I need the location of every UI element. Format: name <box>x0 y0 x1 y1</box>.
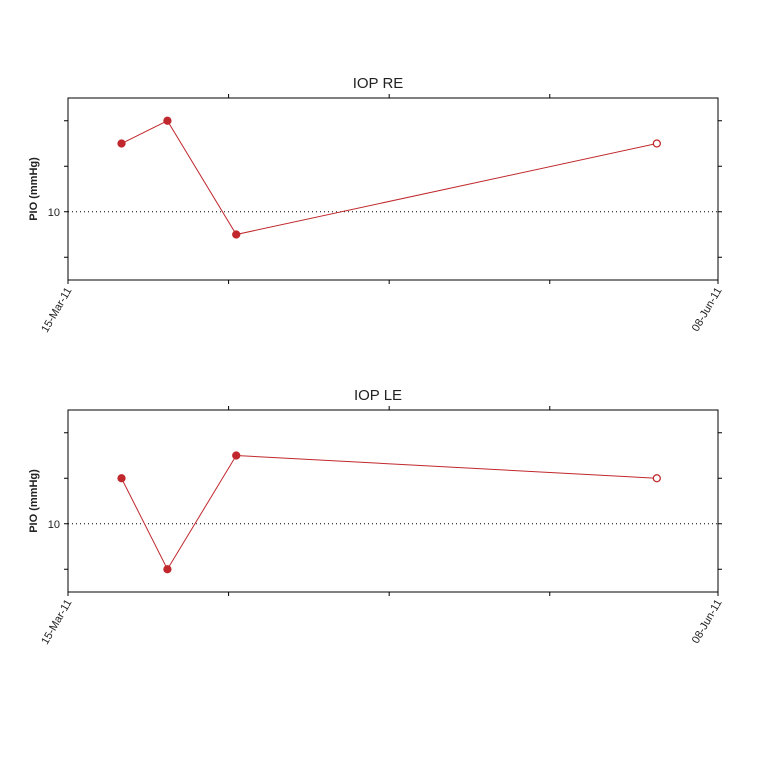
y-tick-label: 10 <box>48 519 60 531</box>
series-line <box>121 120 657 236</box>
x-tick-label: 08-Jun-11 <box>690 286 725 334</box>
data-point <box>232 230 241 239</box>
data-point <box>117 139 126 148</box>
data-point <box>232 451 241 460</box>
y-tick-label: 10 <box>48 207 60 219</box>
plot-frame <box>67 97 719 281</box>
series-line <box>121 454 657 571</box>
chart-title: IOP RE <box>353 75 404 92</box>
data-point <box>163 565 172 574</box>
data-point <box>117 474 126 483</box>
x-tick-label: 15-Mar-11 <box>39 598 74 647</box>
data-point <box>163 116 172 125</box>
y-axis-label: PIO (mmHg) <box>28 469 40 533</box>
chart-title: IOP LE <box>354 387 402 404</box>
y-axis-label: PIO (mmHg) <box>28 157 40 221</box>
data-point <box>652 474 661 483</box>
x-tick-label: 08-Jun-11 <box>690 598 725 646</box>
x-tick-label: 15-Mar-11 <box>39 286 74 335</box>
data-point <box>652 139 661 148</box>
plot-frame <box>67 409 719 593</box>
